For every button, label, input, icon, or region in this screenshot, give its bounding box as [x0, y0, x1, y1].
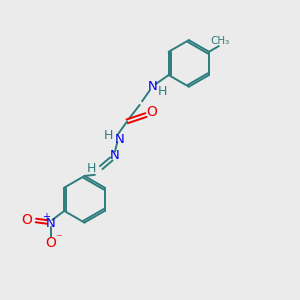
- Text: N: N: [46, 217, 56, 230]
- Text: H: H: [87, 162, 96, 175]
- Text: +: +: [42, 212, 50, 223]
- Text: N: N: [147, 80, 157, 93]
- Text: O: O: [22, 213, 32, 227]
- Text: O: O: [146, 105, 158, 119]
- Text: H: H: [158, 85, 167, 98]
- Text: O: O: [45, 236, 56, 250]
- Text: N: N: [115, 133, 124, 146]
- Text: CH₃: CH₃: [211, 36, 230, 46]
- Text: ⁻: ⁻: [55, 232, 62, 245]
- Text: N: N: [110, 149, 119, 162]
- Text: H: H: [103, 129, 113, 142]
